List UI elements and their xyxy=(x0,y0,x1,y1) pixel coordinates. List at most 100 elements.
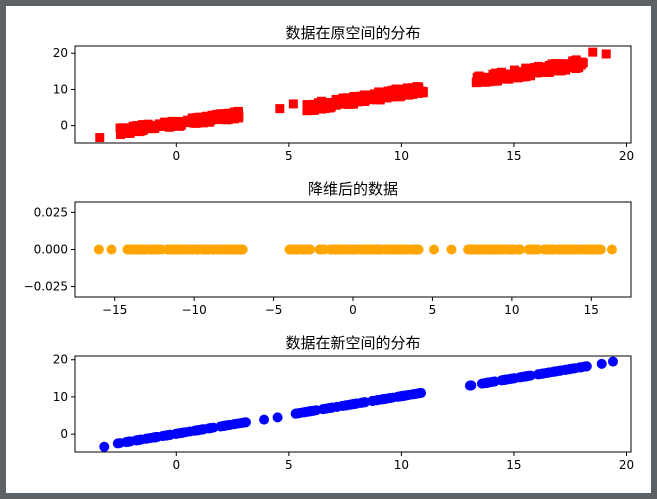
y-tick-label: 0.000 xyxy=(34,243,68,257)
data-point xyxy=(112,438,123,449)
data-point xyxy=(544,63,554,73)
data-point xyxy=(307,104,317,114)
data-point xyxy=(326,244,337,255)
data-point xyxy=(148,121,158,131)
data-point xyxy=(224,244,235,255)
data-point xyxy=(341,95,351,105)
data-point xyxy=(557,59,567,69)
data-point xyxy=(583,244,594,255)
data-point xyxy=(135,126,145,136)
data-point xyxy=(596,358,607,369)
data-point xyxy=(514,244,525,255)
x-tick-label: 10 xyxy=(394,149,409,163)
data-point xyxy=(402,83,412,93)
data-point xyxy=(572,63,582,73)
data-point xyxy=(183,115,193,125)
data-point xyxy=(400,244,411,255)
y-tick-label: 0 xyxy=(60,119,68,133)
data-point xyxy=(480,77,490,87)
data-point xyxy=(143,119,153,129)
data-point xyxy=(174,118,184,128)
data-point xyxy=(145,433,156,444)
y-tick-label: 0 xyxy=(60,427,68,441)
data-point xyxy=(358,95,368,105)
data-point xyxy=(126,244,137,255)
data-point xyxy=(491,68,501,78)
data-point xyxy=(197,244,208,255)
x-tick-label: 15 xyxy=(506,458,521,472)
data-point xyxy=(397,86,407,96)
y-tick-label: 10 xyxy=(53,82,68,96)
data-point xyxy=(133,244,144,255)
x-tick-label: 15 xyxy=(506,149,521,163)
data-point xyxy=(131,435,142,446)
data-point xyxy=(407,389,418,400)
y-tick-label: 20 xyxy=(53,46,68,60)
data-point xyxy=(99,441,110,452)
x-tick-label: 20 xyxy=(619,149,634,163)
data-point xyxy=(590,244,601,255)
data-point xyxy=(375,89,385,99)
axes-frame xyxy=(74,355,632,453)
data-point xyxy=(209,244,220,255)
data-point xyxy=(497,74,507,84)
data-point xyxy=(466,244,477,255)
data-point xyxy=(358,244,369,255)
data-point xyxy=(549,61,559,71)
data-point xyxy=(518,69,528,79)
figure-svg: 数据在原空间的分布 0 5 10 15 20 0 10 20 降维后的数据 −15 −10 −5 0 5 10… xyxy=(24,24,635,472)
data-point xyxy=(566,59,576,69)
data-point xyxy=(122,127,132,137)
data-point xyxy=(523,68,533,78)
data-point xyxy=(205,423,216,434)
data-point xyxy=(392,391,403,402)
x-tick-label: 5 xyxy=(285,149,293,163)
data-point xyxy=(514,372,525,383)
data-point xyxy=(344,399,355,410)
data-point xyxy=(393,91,403,101)
data-point xyxy=(359,90,369,100)
data-point xyxy=(161,430,172,441)
data-point xyxy=(133,120,143,130)
data-point xyxy=(446,244,457,255)
data-point xyxy=(229,107,239,117)
data-point xyxy=(607,356,618,367)
data-point xyxy=(170,244,181,255)
data-point xyxy=(349,244,360,255)
data-point xyxy=(225,419,236,430)
data-point xyxy=(202,111,212,121)
data-point xyxy=(167,119,177,129)
data-point xyxy=(471,78,481,88)
data-point xyxy=(541,244,552,255)
y-tick-label: 0.025 xyxy=(34,205,68,219)
data-point xyxy=(538,63,548,73)
x-tick-label: −5 xyxy=(265,303,283,317)
x-tick-label: 10 xyxy=(504,303,519,317)
data-point xyxy=(474,71,484,81)
data-point xyxy=(334,244,345,255)
x-tick-label: 20 xyxy=(619,458,634,472)
data-point xyxy=(532,244,543,255)
data-point xyxy=(482,377,493,388)
data-point xyxy=(380,393,391,404)
data-point xyxy=(291,408,302,419)
x-tick-label: 10 xyxy=(394,458,409,472)
data-point xyxy=(171,428,182,439)
data-point xyxy=(330,98,340,108)
data-point xyxy=(501,69,511,79)
chart-title: 降维后的数据 xyxy=(308,180,398,198)
data-point xyxy=(326,402,337,413)
data-point xyxy=(601,49,611,59)
data-point xyxy=(299,407,310,418)
data-point xyxy=(568,363,579,374)
y-tick-label: 20 xyxy=(53,353,68,367)
data-point xyxy=(412,244,423,255)
data-point xyxy=(382,93,392,103)
x-tick-label: 0 xyxy=(172,458,180,472)
data-point xyxy=(552,366,563,377)
chart-title: 数据在原空间的分布 xyxy=(285,24,420,42)
data-point xyxy=(189,425,200,436)
x-tick-label: −15 xyxy=(102,303,127,317)
y-tick-label: −0.025 xyxy=(24,280,68,294)
x-tick-label: 0 xyxy=(349,303,357,317)
